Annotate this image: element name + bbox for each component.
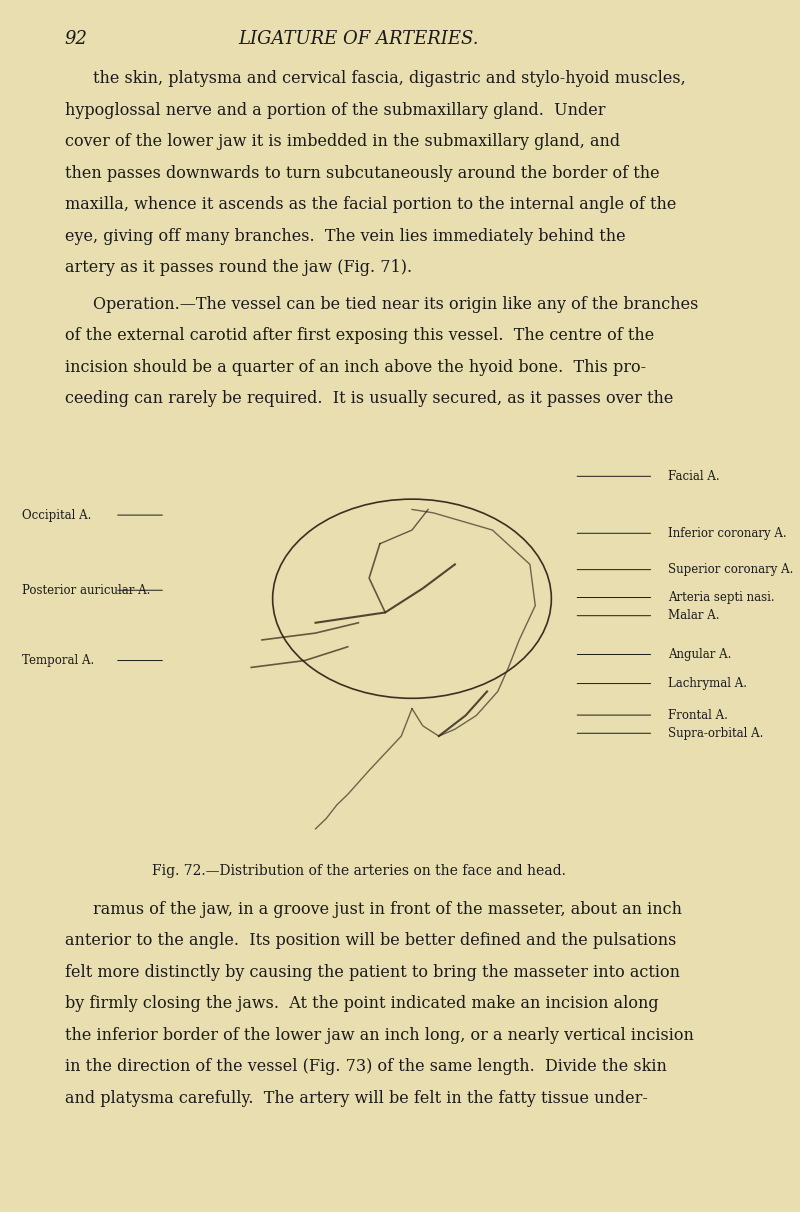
Text: Facial A.: Facial A. xyxy=(668,470,719,482)
Text: incision should be a quarter of an inch above the hyoid bone.  This pro-: incision should be a quarter of an inch … xyxy=(65,359,646,376)
Text: Temporal A.: Temporal A. xyxy=(22,654,94,667)
Text: Supra-orbital A.: Supra-orbital A. xyxy=(668,727,763,739)
Text: Inferior coronary A.: Inferior coronary A. xyxy=(668,527,786,539)
Text: in the direction of the vessel (Fig. 73) of the same length.  Divide the skin: in the direction of the vessel (Fig. 73)… xyxy=(65,1058,666,1075)
Text: Superior coronary A.: Superior coronary A. xyxy=(668,564,793,576)
Text: cover of the lower jaw it is imbedded in the submaxillary gland, and: cover of the lower jaw it is imbedded in… xyxy=(65,133,620,150)
Text: hypoglossal nerve and a portion of the submaxillary gland.  Under: hypoglossal nerve and a portion of the s… xyxy=(65,102,605,119)
Text: Angular A.: Angular A. xyxy=(668,648,731,661)
Text: anterior to the angle.  Its position will be better defined and the pulsations: anterior to the angle. Its position will… xyxy=(65,932,676,949)
Text: 92: 92 xyxy=(65,30,88,48)
Text: the inferior border of the lower jaw an inch long, or a nearly vertical incision: the inferior border of the lower jaw an … xyxy=(65,1027,694,1044)
Text: then passes downwards to turn subcutaneously around the border of the: then passes downwards to turn subcutaneo… xyxy=(65,165,659,182)
Text: Frontal A.: Frontal A. xyxy=(668,709,728,721)
Text: ceeding can rarely be required.  It is usually secured, as it passes over the: ceeding can rarely be required. It is us… xyxy=(65,390,673,407)
Text: Arteria septi nasi.: Arteria septi nasi. xyxy=(668,591,774,604)
Text: by firmly closing the jaws.  At the point indicated make an incision along: by firmly closing the jaws. At the point… xyxy=(65,995,658,1012)
Text: eye, giving off many branches.  The vein lies immediately behind the: eye, giving off many branches. The vein … xyxy=(65,228,626,245)
Text: Posterior auricular A.: Posterior auricular A. xyxy=(22,584,150,596)
Text: Occipital A.: Occipital A. xyxy=(22,509,91,521)
Text: Lachrymal A.: Lachrymal A. xyxy=(668,678,746,690)
Text: the skin, platysma and cervical fascia, digastric and stylo-hyoid muscles,: the skin, platysma and cervical fascia, … xyxy=(94,70,686,87)
Text: maxilla, whence it ascends as the facial portion to the internal angle of the: maxilla, whence it ascends as the facial… xyxy=(65,196,676,213)
Text: artery as it passes round the jaw (Fig. 71).: artery as it passes round the jaw (Fig. … xyxy=(65,259,412,276)
Text: Malar A.: Malar A. xyxy=(668,610,719,622)
Text: felt more distinctly by causing the patient to bring the masseter into action: felt more distinctly by causing the pati… xyxy=(65,964,680,981)
Text: Fig. 72.—Distribution of the arteries on the face and head.: Fig. 72.—Distribution of the arteries on… xyxy=(152,864,566,879)
Text: ramus of the jaw, in a groove just in front of the masseter, about an inch: ramus of the jaw, in a groove just in fr… xyxy=(94,901,682,917)
Text: LIGATURE OF ARTERIES.: LIGATURE OF ARTERIES. xyxy=(238,30,479,48)
Text: and platysma carefully.  The artery will be felt in the fatty tissue under-: and platysma carefully. The artery will … xyxy=(65,1090,647,1107)
Text: Operation.—The vessel can be tied near its origin like any of the branches: Operation.—The vessel can be tied near i… xyxy=(94,296,698,313)
Text: of the external carotid after first exposing this vessel.  The centre of the: of the external carotid after first expo… xyxy=(65,327,654,344)
